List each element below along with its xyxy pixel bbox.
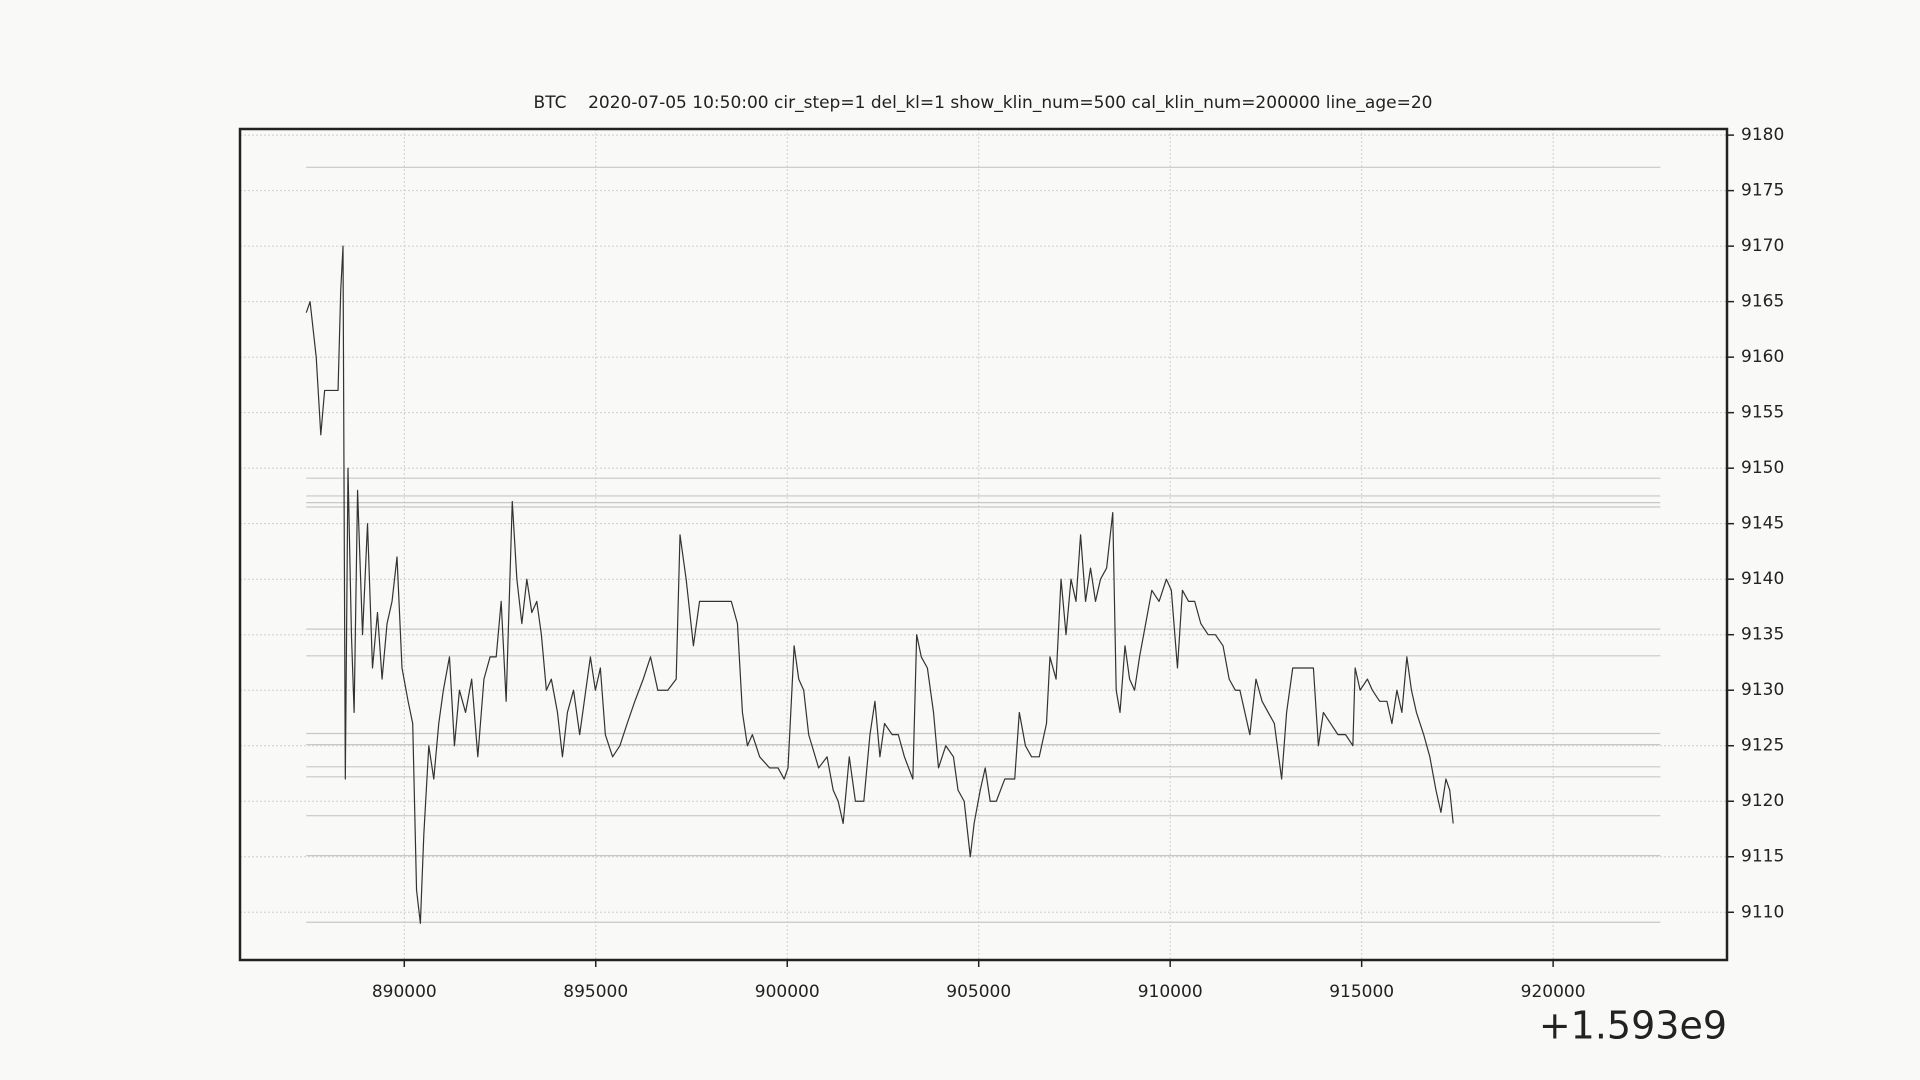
y-tick-label: 9125	[1741, 736, 1784, 756]
y-tick-label: 9135	[1741, 625, 1784, 645]
price-line	[305, 245, 1454, 924]
x-tick-label: 920000	[1521, 982, 1586, 1002]
y-tick-label: 9180	[1741, 125, 1784, 145]
y-tick-label: 9175	[1741, 181, 1784, 201]
y-tick-label: 9170	[1741, 236, 1784, 256]
y-tick-label: 9160	[1741, 347, 1784, 367]
y-tick-label: 9130	[1741, 680, 1784, 700]
x-offset-label: +1.593e9	[1539, 1004, 1727, 1048]
y-tick-label: 9120	[1741, 791, 1784, 811]
y-tick-label: 9165	[1741, 292, 1784, 312]
x-tick-label: 905000	[946, 982, 1011, 1002]
x-tick-label: 900000	[755, 982, 820, 1002]
y-tick-label: 9155	[1741, 403, 1784, 423]
y-tick-label: 9140	[1741, 569, 1784, 589]
x-tick-label: 890000	[372, 982, 437, 1002]
y-tick-label: 9110	[1741, 902, 1784, 922]
x-tick-label: 895000	[563, 982, 628, 1002]
x-tick-label: 915000	[1329, 982, 1394, 1002]
chart-title: BTC 2020-07-05 10:50:00 cir_step=1 del_k…	[534, 93, 1433, 113]
plot-frame	[238, 127, 1729, 962]
y-tick-label: 9145	[1741, 514, 1784, 534]
x-tick-label: 910000	[1138, 982, 1203, 1002]
y-tick-label: 9115	[1741, 847, 1784, 867]
y-tick-label: 9150	[1741, 458, 1784, 478]
